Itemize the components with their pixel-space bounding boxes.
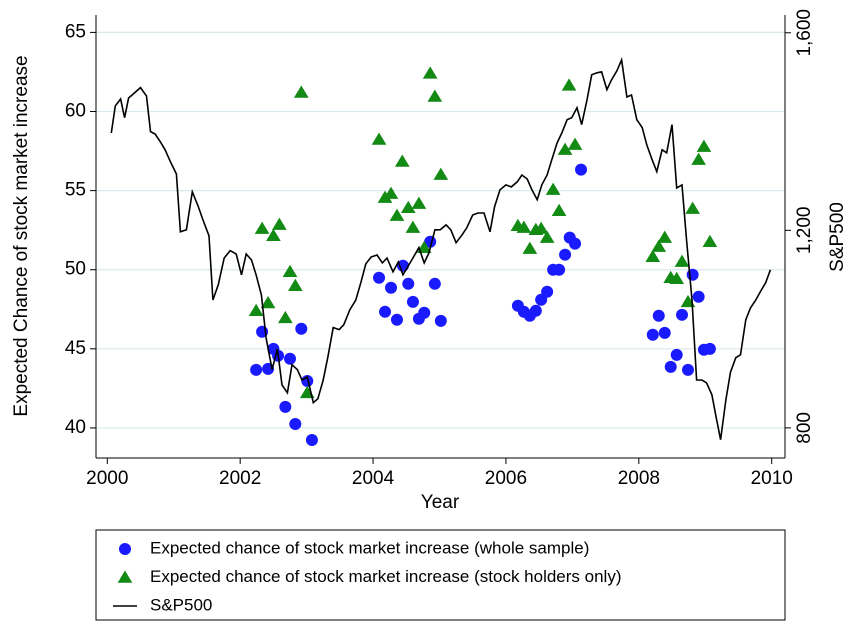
x-tick-label: 2002: [219, 468, 261, 489]
triangle-point: [266, 228, 281, 241]
triangle-point: [691, 152, 706, 165]
y2-tick-label: 1,600: [794, 9, 815, 57]
circle-point: [434, 314, 447, 327]
circle-point: [289, 417, 302, 430]
circle-point: [652, 309, 665, 322]
triangle-point: [248, 303, 264, 316]
triangle-point: [287, 278, 303, 291]
triangle-point: [427, 89, 443, 102]
triangle-point: [545, 182, 561, 195]
triangle-point: [282, 264, 298, 278]
circle-point: [279, 400, 292, 413]
triangle-point: [389, 208, 405, 221]
circle-point: [284, 352, 297, 365]
legend-label: Expected chance of stock market increase…: [150, 538, 589, 557]
y-tick-label: 50: [65, 259, 86, 280]
x-axis-label: Year: [421, 492, 460, 513]
y2-tick-label: 1,200: [794, 207, 815, 255]
triangle-point: [557, 142, 573, 155]
legend-label: S&P500: [150, 595, 212, 614]
triangle-point: [702, 234, 718, 247]
x-tick-label: 2004: [352, 468, 395, 489]
y-tick-label: 60: [65, 101, 86, 122]
circle-point: [664, 360, 677, 373]
circle-point: [373, 271, 386, 284]
circle-point: [676, 308, 689, 321]
circle-point: [385, 281, 398, 294]
y2-axis-label: S&P500: [827, 202, 848, 272]
triangle-point: [411, 196, 427, 209]
circle-point: [250, 363, 263, 376]
x-tick-label: 2008: [618, 468, 660, 489]
triangle-point: [685, 201, 700, 214]
circle-point: [658, 326, 671, 339]
y-tick-label: 65: [65, 21, 86, 42]
circle-point: [575, 163, 588, 176]
triangle-point: [522, 241, 538, 254]
x-tick-label: 2000: [86, 468, 128, 489]
y-tick-label: 45: [65, 338, 86, 359]
circle-point: [406, 295, 419, 308]
circle-point: [553, 263, 566, 276]
circle-point: [559, 248, 572, 261]
triangle-point: [371, 132, 387, 145]
x-tick-label: 2010: [751, 468, 793, 489]
triangle-point: [674, 254, 690, 267]
circle-point: [541, 285, 554, 298]
y-tick-label: 40: [65, 417, 86, 438]
circle-point: [418, 306, 431, 319]
circle-point: [686, 268, 699, 281]
circle-point: [428, 277, 441, 290]
triangle-point: [551, 203, 567, 216]
circle-point: [703, 342, 716, 355]
triangle-point: [405, 220, 421, 233]
line-series: [110, 56, 772, 440]
triangle-point: [400, 200, 416, 213]
circle-point: [692, 290, 705, 303]
y-tick-label: 55: [65, 180, 86, 201]
triangle-point: [567, 137, 583, 150]
circle-point: [305, 433, 318, 446]
legend-symbol: [119, 543, 131, 555]
triangle-point: [278, 310, 293, 324]
triangle-point: [696, 139, 712, 152]
triangle-point: [433, 167, 449, 180]
triangle-point: [539, 230, 555, 243]
y2-tick-label: 800: [794, 412, 815, 444]
triangle-point: [254, 221, 270, 234]
x-tick-label: 2006: [485, 468, 527, 489]
triangle-point: [394, 154, 410, 167]
triangle-point: [383, 186, 399, 199]
circle-point: [681, 363, 694, 376]
triangle-point: [272, 217, 287, 230]
triangle-point: [669, 271, 685, 284]
circle-point: [569, 237, 582, 250]
circle-point: [390, 313, 403, 326]
circle-point: [295, 322, 308, 335]
triangle-point: [533, 221, 549, 234]
circle-point: [670, 348, 683, 361]
legend-label: Expected chance of stock market increase…: [150, 567, 622, 586]
y-axis-label: Expected Chance of stock market increase: [11, 55, 32, 416]
legend-box: [95, 529, 786, 621]
circle-point: [529, 304, 542, 317]
triangle-point: [516, 220, 532, 233]
circle-point: [402, 277, 415, 290]
triangle-point: [657, 230, 673, 243]
triangle-point: [645, 249, 661, 263]
legend-symbol: [117, 570, 133, 583]
triangle-point: [561, 78, 577, 91]
circle-point: [646, 328, 659, 341]
triangle-point: [293, 85, 309, 98]
triangle-point: [422, 66, 438, 79]
triangle-point: [260, 295, 276, 309]
circle-point: [379, 305, 392, 318]
triangle-point: [651, 239, 667, 252]
